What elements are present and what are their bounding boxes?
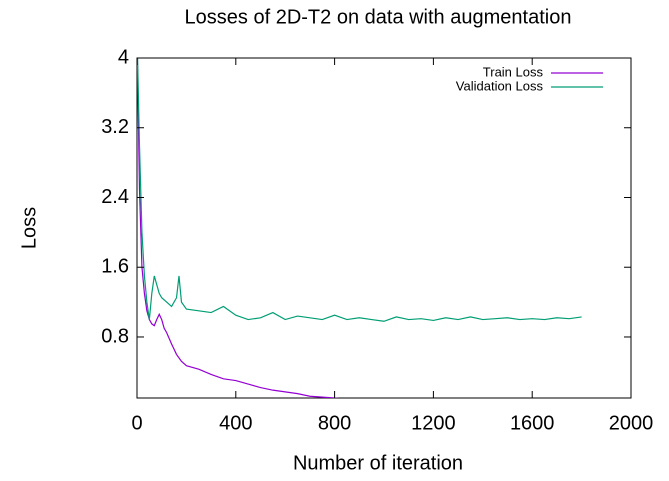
x-tick-label: 1600 — [510, 412, 555, 434]
plot-frame — [136, 57, 632, 399]
y-axis-label: Loss — [18, 207, 40, 249]
x-tick-label: 2000 — [609, 412, 654, 434]
x-tick-label: 1200 — [411, 412, 456, 434]
y-tick-label: 1.6 — [101, 256, 129, 278]
legend-label: Validation Loss — [456, 78, 544, 93]
x-axis-label: Number of iteration — [293, 452, 463, 474]
y-tick-label: 0.8 — [101, 325, 129, 347]
x-tick-label: 400 — [219, 412, 252, 434]
y-tick-label: 3.2 — [101, 116, 129, 138]
plot-area — [137, 58, 582, 398]
y-tick-label: 4 — [118, 46, 129, 68]
x-tick-label: 0 — [131, 412, 142, 434]
y-tick-label: 2.4 — [101, 186, 129, 208]
series-line — [137, 58, 582, 322]
chart-title: Losses of 2D-T2 on data with augmentatio… — [185, 6, 572, 28]
legend-label: Train Loss — [483, 64, 544, 79]
x-tick-label: 800 — [318, 412, 351, 434]
series-line — [137, 58, 339, 398]
